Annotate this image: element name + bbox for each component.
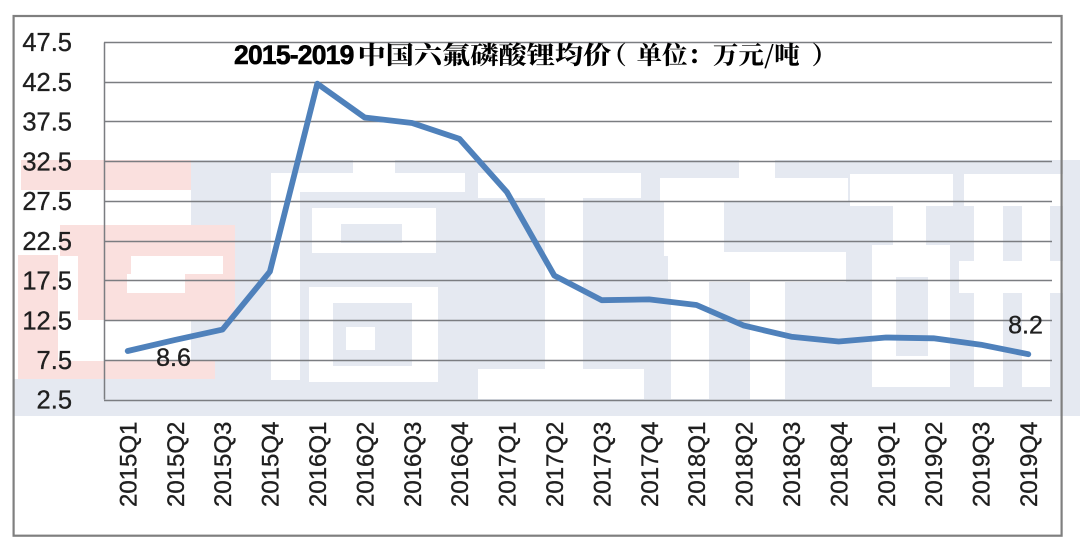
svg-text:42.5: 42.5 <box>22 69 72 97</box>
svg-text:2018Q3: 2018Q3 <box>779 422 806 507</box>
svg-text:22.5: 22.5 <box>22 228 72 256</box>
svg-text:2019Q1: 2019Q1 <box>874 422 901 507</box>
svg-text:2018Q2: 2018Q2 <box>732 422 759 507</box>
svg-text:2016Q2: 2016Q2 <box>352 422 379 507</box>
svg-text:17.5: 17.5 <box>22 268 72 296</box>
svg-text:32.5: 32.5 <box>22 148 72 176</box>
svg-text:12.5: 12.5 <box>22 307 72 335</box>
svg-text:2015Q2: 2015Q2 <box>163 422 190 507</box>
svg-text:2018Q4: 2018Q4 <box>826 422 853 507</box>
svg-text:2019Q4: 2019Q4 <box>1016 422 1043 507</box>
svg-text:2018Q1: 2018Q1 <box>684 422 711 507</box>
svg-text:2015Q3: 2015Q3 <box>210 422 237 507</box>
svg-text:2016Q3: 2016Q3 <box>400 422 427 507</box>
svg-text:2015-2019: 2015-2019 <box>234 40 354 70</box>
svg-text:2015Q1: 2015Q1 <box>115 422 142 507</box>
svg-text:2.5: 2.5 <box>37 387 72 415</box>
svg-text:2019Q2: 2019Q2 <box>921 422 948 507</box>
svg-text:8.2: 8.2 <box>1008 312 1043 340</box>
svg-text:7.5: 7.5 <box>37 347 72 375</box>
svg-text:2017Q2: 2017Q2 <box>542 422 569 507</box>
svg-text:2015Q4: 2015Q4 <box>258 422 285 507</box>
svg-text:2017Q3: 2017Q3 <box>589 422 616 507</box>
svg-text:27.5: 27.5 <box>22 188 72 216</box>
svg-text:2017Q4: 2017Q4 <box>637 422 664 507</box>
svg-text:2017Q1: 2017Q1 <box>495 422 522 507</box>
svg-text:2016Q1: 2016Q1 <box>305 422 332 507</box>
svg-text:8.6: 8.6 <box>156 344 191 372</box>
svg-text:37.5: 37.5 <box>22 109 72 137</box>
svg-text:2019Q3: 2019Q3 <box>969 422 996 507</box>
svg-text:2016Q4: 2016Q4 <box>447 422 474 507</box>
svg-text:47.5: 47.5 <box>22 29 72 57</box>
